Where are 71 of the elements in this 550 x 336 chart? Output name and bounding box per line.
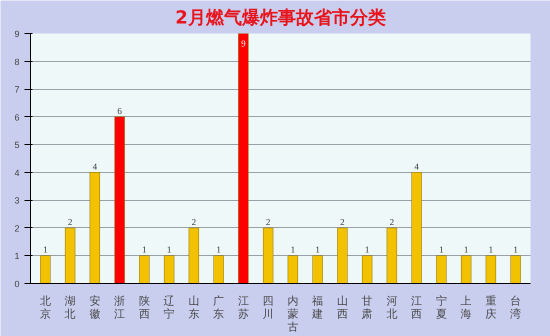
bar — [337, 228, 348, 284]
data-label: 2 — [390, 216, 394, 227]
bar — [386, 228, 398, 284]
y-tick-label: 0 — [14, 279, 20, 289]
data-label: 1 — [439, 244, 444, 255]
bar — [460, 255, 472, 284]
data-label: 9 — [241, 38, 246, 48]
bar — [411, 172, 422, 284]
x-tick-label: 重庆 — [485, 294, 496, 320]
y-tick-label: 8 — [14, 56, 20, 67]
x-tick-label: 上海 — [460, 294, 472, 320]
x-tick-label: 内蒙古 — [287, 294, 298, 334]
x-tick-label: 安徽 — [89, 294, 100, 320]
x-tick-label: 陕西 — [138, 294, 150, 320]
bar — [114, 116, 125, 284]
bar — [238, 34, 249, 284]
x-tick-label: 福建 — [311, 294, 324, 320]
y-tick-label: 4 — [14, 168, 20, 178]
data-label: 4 — [414, 161, 420, 172]
data-label: 1 — [290, 244, 296, 255]
data-label: 1 — [513, 244, 518, 255]
bar — [188, 228, 200, 284]
x-tick-label: 四川 — [262, 294, 274, 320]
y-tick-label: 5 — [14, 140, 20, 150]
data-label: 2 — [340, 216, 345, 227]
bar — [90, 172, 100, 284]
data-label: 4 — [92, 161, 98, 172]
data-label: 1 — [216, 244, 221, 255]
data-label: 1 — [488, 244, 494, 255]
x-tick-label: 辽宁 — [164, 294, 175, 320]
x-tick-label: 山西 — [336, 294, 348, 320]
x-tick-label: 台湾 — [510, 294, 522, 320]
x-tick-label: 湖北 — [64, 294, 76, 320]
x-tick-label: 江西 — [411, 294, 422, 320]
x-tick-label: 河北 — [386, 294, 398, 320]
bar — [362, 255, 372, 284]
data-label: 1 — [464, 244, 468, 255]
bar — [436, 255, 447, 284]
x-tick-label: 江苏 — [238, 294, 249, 320]
bar — [164, 255, 174, 284]
data-label: 2 — [192, 216, 196, 227]
data-label: 6 — [117, 106, 122, 116]
x-tick-label: 北京 — [40, 294, 51, 320]
bar — [312, 255, 323, 284]
chart-title: 2月燃气爆炸事故省市分类 — [175, 8, 386, 28]
bar — [139, 255, 150, 284]
data-label: 1 — [364, 244, 370, 255]
y-tick-label: 3 — [14, 196, 20, 206]
x-tick-label: 甘肃 — [362, 294, 373, 320]
y-tick-label: 6 — [14, 112, 20, 122]
data-label: 1 — [315, 244, 320, 255]
bar — [486, 255, 496, 284]
x-tick-label: 山东 — [188, 294, 200, 320]
y-tick-label: 9 — [14, 29, 20, 39]
bar — [262, 228, 274, 284]
y-tick-label: 7 — [14, 84, 20, 95]
bar — [510, 255, 521, 284]
y-tick-label: 1 — [14, 251, 20, 262]
x-tick-label: 宁夏 — [436, 294, 447, 320]
data-label: 2 — [68, 216, 72, 227]
bar — [64, 228, 76, 284]
data-label: 1 — [166, 244, 172, 255]
bar — [40, 255, 51, 284]
x-tick-label: 广东 — [213, 294, 224, 320]
x-tick-label: 浙江 — [114, 294, 126, 320]
y-tick-label: 2 — [14, 223, 20, 234]
bar — [288, 255, 298, 284]
bar — [213, 255, 224, 284]
data-label: 1 — [142, 244, 147, 255]
data-label: 2 — [266, 216, 270, 227]
data-label: 1 — [43, 244, 48, 255]
